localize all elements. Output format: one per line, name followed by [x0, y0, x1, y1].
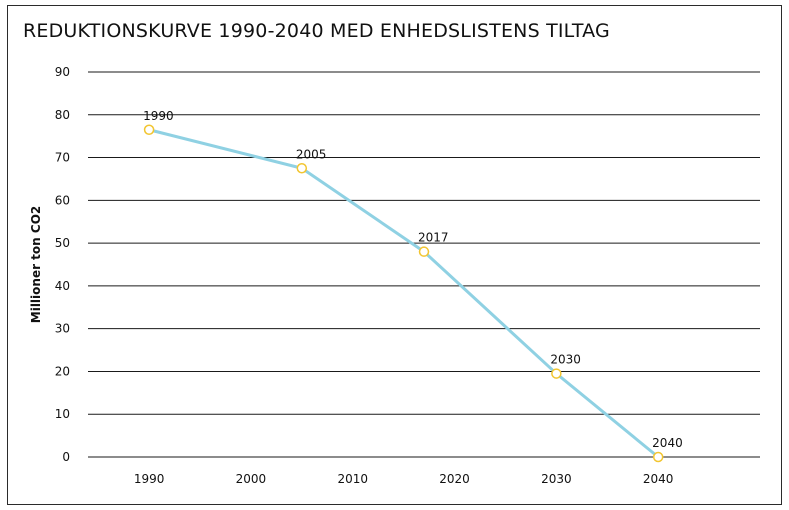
data-label: 2030 [550, 353, 581, 367]
series-group: 1990 2005 2017 2030 2040 [143, 109, 683, 463]
y-tick-label: 20 [55, 364, 70, 378]
y-tick-label: 0 [62, 450, 70, 464]
x-tick-label: 2000 [236, 472, 267, 486]
y-tick-label: 30 [55, 322, 70, 336]
chart-frame [7, 5, 782, 505]
series-line [148, 128, 660, 459]
y-tick-label: 70 [55, 151, 70, 165]
y-tick-label: 50 [55, 236, 70, 250]
data-label: 1990 [143, 109, 174, 123]
y-axis-label: Millioner ton CO2 [29, 206, 43, 323]
gridlines [88, 71, 760, 458]
x-axis-ticks: 1990 2000 2010 2020 2030 2040 [134, 472, 674, 486]
x-tick-label: 2020 [439, 472, 470, 486]
data-label: 2040 [652, 436, 683, 450]
y-axis-ticks: 0 10 20 30 40 50 60 70 80 90 [55, 65, 70, 464]
y-tick-label: 60 [55, 193, 70, 207]
x-tick-label: 2030 [541, 472, 572, 486]
data-label: 2005 [296, 147, 327, 161]
data-label: 2017 [418, 231, 449, 245]
y-tick-label: 80 [55, 108, 70, 122]
data-point [652, 451, 664, 463]
data-point [551, 368, 562, 379]
x-tick-label: 2010 [337, 472, 368, 486]
chart-title: REDUKTIONSKURVE 1990-2040 MED ENHEDSLIST… [23, 20, 610, 42]
y-tick-label: 40 [55, 279, 70, 293]
data-point [296, 163, 308, 174]
x-tick-label: 2040 [643, 472, 674, 486]
x-tick-label: 1990 [134, 472, 165, 486]
y-tick-label: 10 [55, 407, 70, 421]
data-point [418, 246, 430, 257]
data-point [143, 124, 155, 135]
y-tick-label: 90 [55, 65, 70, 79]
